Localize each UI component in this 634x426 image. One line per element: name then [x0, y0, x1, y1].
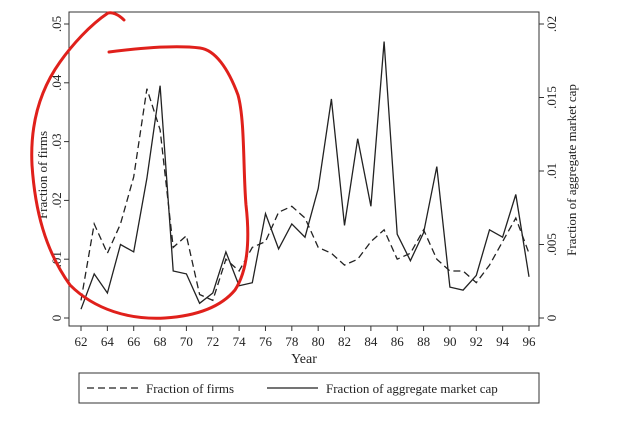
red-circle-annotation: [30, 11, 250, 320]
x-axis: 62 64 66 68 70 72 74 76 78 80 82 84 86 88 90 92 94 96: [75, 326, 537, 349]
x-tick-label: 70: [180, 334, 193, 349]
series-layer: [80, 41, 530, 310]
x-tick-label: 90: [443, 334, 456, 349]
left-tick-label: .02: [49, 192, 64, 208]
left-tick-label: .04: [49, 74, 64, 91]
plot-frame: [68, 11, 540, 327]
x-axis-label: Year: [291, 352, 317, 367]
x-tick-label: 80: [312, 334, 325, 349]
left-tick-label: .03: [49, 133, 64, 149]
legend-label-mcap: Fraction of aggregate market cap: [326, 381, 498, 396]
x-tick-label: 74: [233, 334, 247, 349]
right-tick-label: .02: [544, 16, 559, 32]
x-tick-label: 96: [523, 334, 537, 349]
right-tick-label: .015: [544, 86, 559, 109]
x-tick-label: 88: [417, 334, 430, 349]
legend-label-firms: Fraction of firms: [146, 381, 234, 396]
red-circle-annotation-stroke: [30, 11, 250, 320]
x-tick-label: 78: [285, 334, 298, 349]
left-y-axis: 0.01.02.03.04.05: [49, 16, 69, 321]
x-tick-label: 84: [364, 334, 378, 349]
left-y-axis-label: Fraction of firms: [35, 131, 50, 219]
right-tick-label: .005: [544, 233, 559, 256]
x-tick-label: 68: [154, 334, 167, 349]
right-tick-label: .01: [544, 163, 559, 179]
x-tick-label: 76: [259, 334, 273, 349]
legend-box: [78, 372, 540, 404]
right-y-axis-label: Fraction of aggregate market cap: [564, 84, 579, 256]
x-tick-label: 82: [338, 334, 351, 349]
left-tick-label: .05: [49, 16, 64, 32]
x-tick-label: 64: [101, 334, 115, 349]
x-tick-label: 86: [391, 334, 405, 349]
x-tick-label: 92: [470, 334, 483, 349]
x-tick-label: 72: [206, 334, 219, 349]
left-tick-label: 0: [49, 315, 64, 322]
series-line-firms: [80, 88, 530, 302]
x-tick-label: 94: [496, 334, 510, 349]
series-line-mcap: [80, 41, 530, 310]
legend: Fraction of firms Fraction of aggregate …: [78, 372, 540, 404]
x-tick-label: 62: [75, 334, 88, 349]
x-tick-label: 66: [127, 334, 141, 349]
right-tick-label: 0: [544, 315, 559, 322]
right-y-axis: 0 .005 .01 .015 .02: [539, 16, 559, 321]
